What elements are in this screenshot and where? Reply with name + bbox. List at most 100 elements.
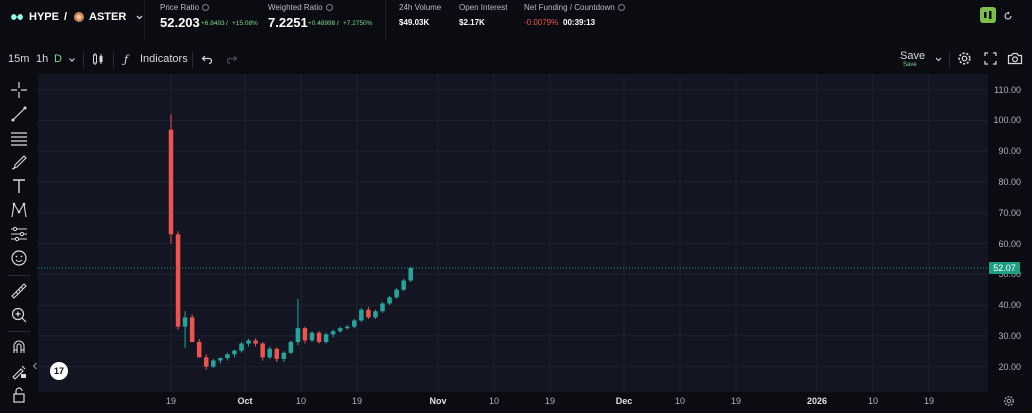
chart-mode-button[interactable] bbox=[980, 7, 996, 23]
pair-selector[interactable]: HYPE / ASTER bbox=[10, 11, 144, 23]
tradingview-logo[interactable]: 17 bbox=[50, 362, 68, 380]
candle bbox=[295, 298, 301, 346]
candle bbox=[359, 308, 364, 322]
collapse-toolbar-chevron-left-icon[interactable] bbox=[32, 362, 38, 370]
candle bbox=[337, 326, 343, 333]
candle bbox=[345, 325, 350, 330]
brush-icon[interactable] bbox=[9, 152, 29, 172]
y-tick-label: 80.00 bbox=[998, 177, 1021, 187]
candle-body bbox=[387, 297, 392, 304]
candle-body bbox=[246, 340, 251, 344]
weighted-ratio-change-abs: +0.48998 bbox=[308, 20, 336, 27]
last-price-label: 52.07 bbox=[989, 261, 1020, 274]
candlestick-chart[interactable] bbox=[38, 74, 988, 392]
interval-1h[interactable]: 1h bbox=[36, 53, 49, 65]
y-tick-label: 70.00 bbox=[998, 207, 1021, 218]
candle bbox=[309, 331, 315, 342]
candle-body bbox=[380, 303, 385, 312]
weighted-ratio-change-sep: / bbox=[337, 20, 339, 27]
fullscreen-icon[interactable] bbox=[984, 52, 997, 65]
candle-body bbox=[182, 317, 188, 327]
divider bbox=[385, 0, 386, 40]
candle bbox=[316, 331, 322, 344]
y-tick-label: 100.00 bbox=[993, 115, 1021, 126]
y-tick-label: 30.00 bbox=[998, 330, 1021, 341]
x-tick-label: 10 bbox=[674, 396, 686, 406]
x-tick-label: 10 bbox=[488, 396, 500, 406]
candle bbox=[196, 338, 202, 358]
trend-line-icon[interactable] bbox=[9, 104, 29, 124]
candle-body bbox=[408, 267, 413, 281]
candle bbox=[373, 309, 378, 319]
indicators-button[interactable]: Indicators bbox=[140, 53, 188, 65]
zoom-in-icon[interactable] bbox=[9, 305, 29, 325]
ruler-icon[interactable] bbox=[9, 281, 29, 301]
magnet-icon[interactable] bbox=[9, 337, 29, 357]
candle-body bbox=[211, 360, 216, 367]
base-symbol: HYPE bbox=[29, 11, 59, 23]
candle-body bbox=[253, 340, 258, 344]
save-status: Save bbox=[903, 62, 917, 68]
price-ratio-label: Price Ratio bbox=[160, 3, 200, 12]
x-tick-label: 19 bbox=[730, 396, 742, 406]
candle bbox=[204, 354, 209, 370]
x-tick-label: Dec bbox=[615, 396, 633, 406]
divider bbox=[144, 0, 145, 40]
emoji-icon[interactable] bbox=[9, 248, 29, 268]
interval-chevron-down-icon[interactable] bbox=[68, 56, 76, 64]
x-tick-label: Nov bbox=[429, 396, 447, 406]
undo-icon[interactable] bbox=[201, 53, 213, 65]
interval-15m[interactable]: 15m bbox=[8, 53, 30, 65]
y-tick-label: 90.00 bbox=[998, 146, 1021, 157]
candle-body bbox=[394, 289, 399, 298]
save-button[interactable]: Save bbox=[900, 50, 926, 62]
settings-gear-icon[interactable] bbox=[957, 51, 972, 66]
info-icon[interactable] bbox=[325, 4, 333, 11]
candle-body bbox=[218, 358, 223, 361]
candle bbox=[394, 288, 399, 299]
save-menu-chevron-down-icon[interactable] bbox=[934, 55, 943, 64]
axis-settings-gear-icon[interactable] bbox=[1003, 395, 1015, 410]
volume-value: $49.03K bbox=[399, 18, 430, 27]
open-interest-label: Open Interest bbox=[459, 3, 508, 12]
lock-draw-icon[interactable] bbox=[9, 361, 29, 381]
x-tick-label: Oct bbox=[237, 396, 253, 406]
fib-lines-icon[interactable] bbox=[9, 128, 29, 148]
forecast-icon[interactable] bbox=[9, 224, 29, 244]
candle bbox=[232, 349, 237, 358]
candle-body bbox=[225, 354, 230, 358]
candle bbox=[352, 318, 357, 329]
candle-body bbox=[196, 342, 202, 358]
volume-label: 24h Volume bbox=[399, 3, 442, 12]
camera-icon[interactable] bbox=[1007, 52, 1023, 65]
weighted-ratio-value: 7.2251 bbox=[268, 15, 308, 30]
divider bbox=[8, 331, 30, 332]
candle bbox=[323, 332, 329, 344]
time-axis[interactable]: 19 Oct 10 19 Nov 10 19 Dec 10 19 2026 10 19 bbox=[38, 392, 1032, 413]
unlock-icon[interactable] bbox=[9, 385, 29, 405]
interval-d[interactable]: D bbox=[54, 53, 62, 65]
candle-body bbox=[366, 309, 371, 318]
info-icon[interactable] bbox=[617, 4, 625, 11]
redo-icon[interactable] bbox=[226, 53, 238, 65]
pattern-icon[interactable] bbox=[9, 200, 29, 220]
indicators-icon[interactable]: ƒ bbox=[124, 53, 129, 66]
text-icon[interactable] bbox=[9, 176, 29, 196]
candle-style-icon[interactable] bbox=[91, 52, 105, 66]
candle-body bbox=[288, 342, 294, 353]
crosshair-icon[interactable] bbox=[9, 80, 29, 100]
info-icon[interactable] bbox=[202, 4, 210, 11]
weighted-ratio-change-pct: +7.2750% bbox=[343, 20, 373, 27]
aster-logo-icon bbox=[74, 12, 85, 22]
candle bbox=[189, 314, 195, 342]
funding-countdown: 00:39:13 bbox=[563, 18, 596, 27]
candle bbox=[281, 351, 287, 362]
divider bbox=[8, 275, 30, 276]
candles-icon bbox=[984, 11, 992, 19]
candle-body bbox=[204, 357, 209, 367]
price-ratio-change-sep: / bbox=[226, 20, 228, 27]
chart-pane[interactable] bbox=[38, 74, 988, 392]
refresh-icon[interactable] bbox=[1003, 11, 1013, 24]
price-axis[interactable]: 110.00 100.00 90.00 80.00 70.00 60.00 50.00 40.… bbox=[988, 74, 1032, 392]
candle-body bbox=[359, 309, 364, 321]
